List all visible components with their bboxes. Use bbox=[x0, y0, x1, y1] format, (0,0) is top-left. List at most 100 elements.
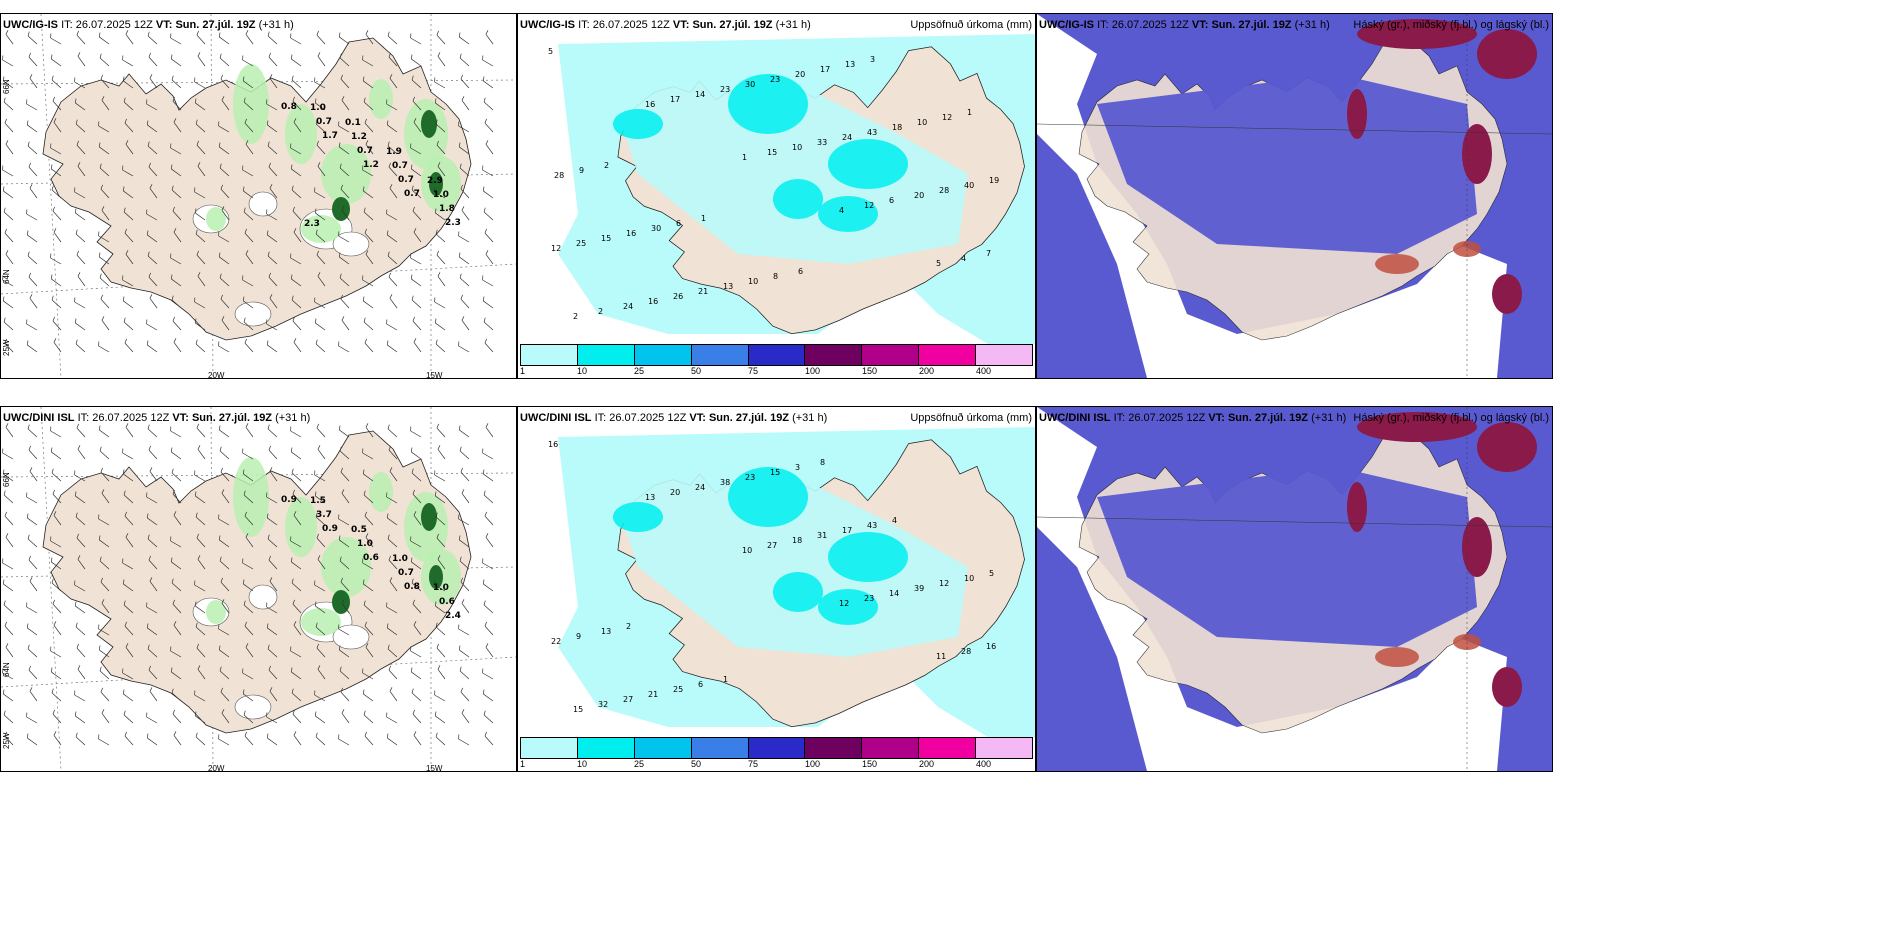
wind-barb bbox=[341, 489, 350, 504]
wind-barb bbox=[28, 555, 38, 570]
wind-barb bbox=[195, 339, 206, 353]
wind-barb bbox=[459, 666, 470, 680]
wind-gust-map: 0.9 0.9 0.6 0.8 2.4 3.7 1.0 0.7 0.6 1.5 0.5 1.0 1.0 bbox=[1, 407, 516, 771]
wind-barb bbox=[437, 445, 446, 460]
wind-barb bbox=[170, 646, 182, 658]
gust-area bbox=[285, 497, 317, 557]
wind-barb bbox=[436, 250, 446, 265]
wind-barb bbox=[123, 97, 134, 111]
wind-barb bbox=[266, 230, 278, 243]
wind-barb bbox=[410, 426, 422, 438]
wind-barb bbox=[460, 687, 470, 702]
wind-barb bbox=[4, 118, 14, 133]
gust-value-label: 1.0 bbox=[433, 190, 449, 200]
wind-barb bbox=[266, 712, 278, 724]
precip-value-label: 23 bbox=[864, 594, 874, 603]
wind-barb bbox=[434, 297, 446, 309]
wind-barb bbox=[75, 339, 86, 353]
wind-barb bbox=[148, 555, 158, 570]
wind-barb bbox=[244, 511, 254, 526]
wind-barb bbox=[147, 644, 158, 658]
wind-barb bbox=[4, 511, 14, 526]
iceland-land bbox=[42, 37, 472, 341]
wind-barb bbox=[364, 511, 374, 526]
wind-barb bbox=[411, 578, 422, 592]
wind-barb bbox=[244, 731, 254, 746]
precip-value-label: 15 bbox=[767, 148, 777, 157]
wind-barb bbox=[197, 445, 206, 460]
wind-barb bbox=[317, 272, 326, 287]
wind-barb bbox=[483, 207, 494, 221]
mid-cloud bbox=[1375, 254, 1419, 274]
wind-barb bbox=[315, 622, 326, 636]
precip-value-label: 16 bbox=[645, 100, 655, 109]
colorbar-segment bbox=[862, 738, 920, 758]
wind-barb bbox=[362, 186, 374, 199]
graticule-line bbox=[40, 407, 62, 771]
wind-barb bbox=[98, 231, 110, 243]
wind-barb bbox=[459, 163, 470, 177]
precip-value-label: 21 bbox=[648, 690, 658, 699]
wind-barb bbox=[341, 599, 350, 614]
wind-barb bbox=[266, 602, 278, 614]
gust-area bbox=[206, 207, 226, 231]
gust-value-label: 0.8 bbox=[281, 102, 297, 112]
wind-barb bbox=[122, 558, 134, 570]
wind-barb bbox=[146, 99, 158, 111]
wind-barb bbox=[315, 119, 326, 133]
high-cloud bbox=[1357, 412, 1477, 442]
wind-barb bbox=[74, 187, 86, 199]
wind-barb bbox=[146, 209, 158, 221]
wind-barb bbox=[435, 119, 446, 133]
wind-barb bbox=[98, 734, 110, 746]
high-cloud bbox=[1347, 89, 1367, 139]
precip-value-label: 12 bbox=[551, 244, 561, 253]
wind-barb bbox=[389, 294, 398, 309]
wind-barb bbox=[195, 622, 206, 636]
wind-barb bbox=[220, 577, 230, 592]
wind-barb bbox=[74, 297, 86, 309]
gust-area bbox=[285, 104, 317, 164]
wind-barb bbox=[292, 96, 302, 111]
wind-barb bbox=[389, 74, 398, 89]
wind-barb bbox=[340, 294, 350, 309]
precip-value-label: 23 bbox=[745, 473, 755, 482]
wind-barb bbox=[220, 687, 230, 702]
wind-barb bbox=[386, 319, 398, 331]
colorbar-segment bbox=[691, 345, 749, 365]
wind-barb bbox=[365, 643, 374, 658]
precip-area-medium bbox=[828, 139, 908, 189]
wind-barb bbox=[28, 162, 38, 177]
wind-barb bbox=[482, 165, 494, 177]
wind-barb bbox=[485, 533, 494, 548]
gust-value-label: 0.1 bbox=[345, 118, 361, 128]
wind-barb bbox=[3, 97, 14, 111]
panel-title: UWC/IG-IS IT: 26.07.2025 12Z VT: Sun. 27… bbox=[3, 19, 294, 31]
gust-area bbox=[233, 64, 269, 144]
wind-barb bbox=[77, 665, 86, 680]
wind-barb bbox=[173, 731, 182, 746]
wind-barb bbox=[338, 624, 350, 636]
wind-barb bbox=[170, 143, 182, 155]
wind-barb bbox=[387, 141, 398, 155]
precip-value-label: 1 bbox=[742, 153, 747, 162]
lon-label-20w: 20W bbox=[208, 371, 225, 379]
wind-barb bbox=[410, 667, 422, 680]
wind-barb bbox=[197, 272, 206, 287]
wind-barb bbox=[53, 118, 62, 133]
precip-value-label: 25 bbox=[673, 685, 683, 694]
wind-barb bbox=[146, 340, 158, 353]
wind-barb bbox=[365, 533, 374, 548]
panel-subtitle: Háský (gr.), miðský (fj.bl.) og lágský (… bbox=[1353, 19, 1549, 31]
wind-barb bbox=[52, 709, 62, 724]
lon-label-15w: 15W bbox=[426, 764, 443, 772]
wind-barb bbox=[484, 621, 494, 636]
wind-barb bbox=[75, 512, 86, 526]
gust-value-label: 2.9 bbox=[427, 176, 443, 186]
wind-barb bbox=[363, 317, 374, 331]
wind-barb bbox=[339, 163, 350, 177]
wind-barb bbox=[123, 710, 134, 724]
wind-barb bbox=[413, 118, 422, 133]
wind-barb bbox=[99, 446, 110, 460]
precip-value-label: 22 bbox=[551, 637, 561, 646]
